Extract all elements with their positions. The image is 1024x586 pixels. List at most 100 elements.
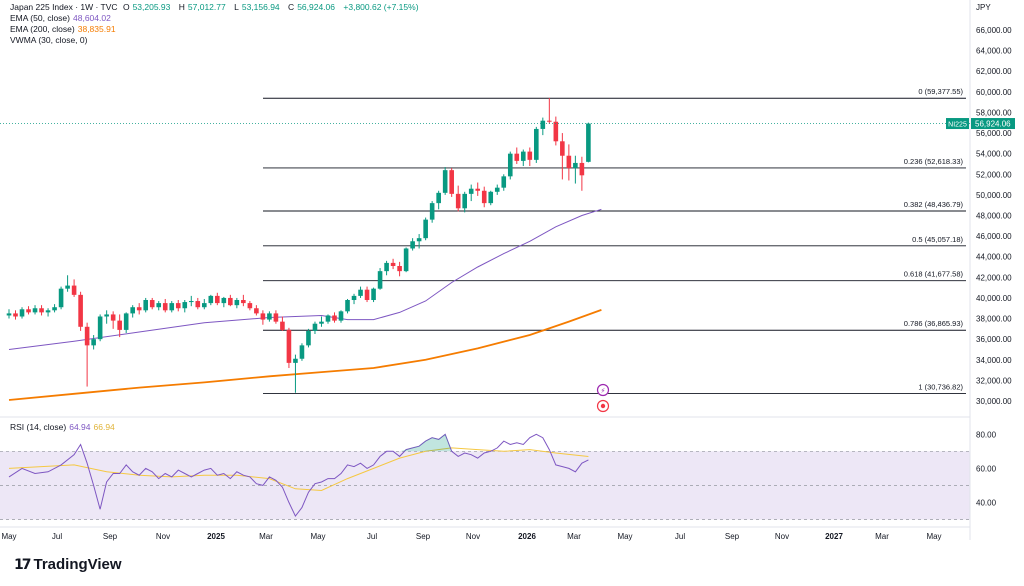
moving-averages: [8, 208, 602, 401]
time-tick-label: Sep: [725, 532, 740, 541]
candle-body: [91, 339, 96, 346]
time-tick-label: 2025: [207, 532, 225, 541]
candle-body: [364, 289, 370, 301]
candle-body: [39, 308, 44, 313]
candle-body: [52, 307, 57, 311]
candle-body: [182, 302, 188, 309]
candle-body: [32, 308, 38, 313]
time-tick-label: 2026: [518, 532, 536, 541]
candle-body: [45, 310, 51, 313]
candle-body: [169, 303, 175, 311]
candle-body: [547, 120, 552, 122]
last-price-tag: [971, 118, 1015, 130]
price-tick-label: 62,000.00: [976, 67, 1012, 76]
candle-body: [104, 314, 109, 317]
lightning-icon[interactable]: [596, 383, 610, 397]
candle-body: [332, 315, 337, 321]
candle-body: [267, 313, 272, 320]
candle-body: [507, 153, 513, 177]
ohlc-high: H 57,012.77: [178, 2, 226, 12]
time-tick-label: May: [926, 532, 941, 541]
price-tick-label: 42,000.00: [976, 273, 1012, 282]
candle-body: [586, 123, 591, 162]
time-tick-label: Jul: [675, 532, 685, 541]
candle-body: [397, 265, 402, 272]
candle-body: [136, 307, 142, 311]
candle-body: [345, 300, 350, 312]
time-tick-label: Nov: [775, 532, 789, 541]
symbol-title[interactable]: Japan 225 Index · 1W · TVC: [10, 2, 118, 12]
candle-body: [429, 203, 435, 220]
fibonacci-retracement[interactable]: 0 (59,377.55) 0.236 (52,618.33) 0.382 (48,…: [263, 87, 966, 394]
candle-body: [162, 303, 168, 311]
candle-body: [455, 193, 461, 209]
candle-body: [351, 295, 357, 301]
rsi-tick-label: 40.00: [976, 498, 997, 507]
rsi-pane: 40.00 60.00 80.00: [0, 416, 997, 520]
tradingview-logo[interactable]: 17 TradingView: [14, 556, 122, 573]
candle-body: [566, 155, 572, 169]
ohlc-low: L 53,156.94: [234, 2, 280, 12]
candle-body: [579, 162, 585, 176]
candle-body: [325, 315, 331, 322]
price-tick-label: 36,000.00: [976, 335, 1012, 344]
candle-body: [573, 162, 578, 169]
candle-body: [286, 329, 292, 363]
tradingview-logo-text: TradingView: [33, 556, 122, 573]
price-tick-label: 52,000.00: [976, 170, 1012, 179]
lightning-glyph: ⚡: [601, 387, 606, 395]
candle-body: [403, 248, 409, 272]
candle-body: [254, 308, 259, 314]
fib-level-label: 0.618 (41,677.58): [904, 270, 964, 279]
candle-body: [241, 300, 246, 304]
event-dot-icon: [600, 403, 606, 409]
vwma-legend[interactable]: VWMA (30, close, 0): [10, 35, 88, 45]
candle-body: [481, 190, 487, 204]
candle-body: [84, 326, 90, 346]
fib-level-label: 0.236 (52,618.33): [904, 157, 964, 166]
time-tick-label: Nov: [156, 532, 170, 541]
price-tick-label: 56,000.00: [976, 129, 1012, 138]
fib-level-label: 1 (30,736.82): [918, 382, 963, 391]
time-tick-label: May: [310, 532, 325, 541]
time-tick-label: Jul: [52, 532, 62, 541]
fib-level-label: 0.382 (48,436.79): [904, 200, 964, 209]
time-tick-label: Nov: [466, 532, 480, 541]
candle-body: [436, 192, 441, 204]
price-tick-label: 48,000.00: [976, 212, 1012, 221]
currency-label[interactable]: JPY: [976, 3, 991, 12]
time-axis[interactable]: May Jul Sep Nov 2025 Mar May Jul Sep Nov 2026 Mar Ma…: [0, 526, 970, 541]
chart-markers[interactable]: ⚡: [596, 383, 610, 413]
candle-body: [423, 219, 428, 239]
candle-body: [149, 300, 155, 308]
price-axis[interactable]: 30,000.00 32,000.00 34,000.00 36,000.00 38,0…: [0, 0, 1015, 540]
candle-body: [273, 313, 279, 322]
price-tick-label: 32,000.00: [976, 376, 1012, 385]
price-tick-label: 66,000.00: [976, 26, 1012, 35]
rsi-legend[interactable]: RSI (14, close) 64.94 66.94: [10, 422, 115, 432]
tradingview-logo-icon: 17: [14, 556, 32, 573]
candle-body: [280, 321, 285, 330]
time-tick-label: May: [617, 532, 632, 541]
candle-body: [534, 128, 539, 160]
candle-body: [215, 295, 220, 304]
candle-body: [501, 176, 507, 188]
candle-body: [71, 285, 77, 295]
candle-body: [221, 297, 227, 304]
ema200-legend[interactable]: EMA (200, close) 38,835.91: [10, 24, 116, 34]
ohlc-open: O 53,205.93: [122, 2, 171, 12]
time-tick-label: May: [1, 532, 16, 541]
time-tick-label: Sep: [416, 532, 431, 541]
rsi-tick-label: 80.00: [976, 430, 997, 439]
candle-body: [442, 170, 448, 193]
candle-body: [123, 313, 129, 330]
price-tick-label: 60,000.00: [976, 88, 1012, 97]
ema50-legend[interactable]: EMA (50, close) 48,604.02: [10, 13, 111, 23]
price-tick-label: 46,000.00: [976, 232, 1012, 241]
candle-body: [468, 188, 474, 194]
candle-body: [312, 323, 318, 331]
time-tick-label: Mar: [259, 532, 273, 541]
candle-body: [527, 151, 533, 160]
